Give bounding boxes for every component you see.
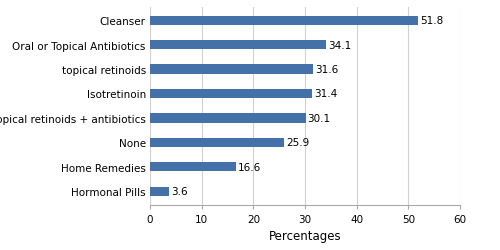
X-axis label: Percentages: Percentages bbox=[268, 230, 342, 242]
Text: 25.9: 25.9 bbox=[286, 138, 309, 148]
Bar bbox=[150, 41, 326, 50]
Text: 51.8: 51.8 bbox=[420, 16, 443, 26]
Bar bbox=[150, 138, 284, 147]
Text: 3.6: 3.6 bbox=[170, 186, 188, 196]
Text: 16.6: 16.6 bbox=[238, 162, 261, 172]
Bar bbox=[150, 65, 314, 74]
Bar bbox=[150, 162, 236, 172]
Text: 34.1: 34.1 bbox=[328, 40, 351, 50]
Text: 31.6: 31.6 bbox=[316, 65, 338, 75]
Text: 30.1: 30.1 bbox=[308, 114, 330, 124]
Bar bbox=[150, 16, 417, 26]
Bar bbox=[150, 114, 306, 123]
Bar bbox=[150, 90, 312, 99]
Text: 31.4: 31.4 bbox=[314, 89, 338, 99]
Bar bbox=[150, 187, 169, 196]
